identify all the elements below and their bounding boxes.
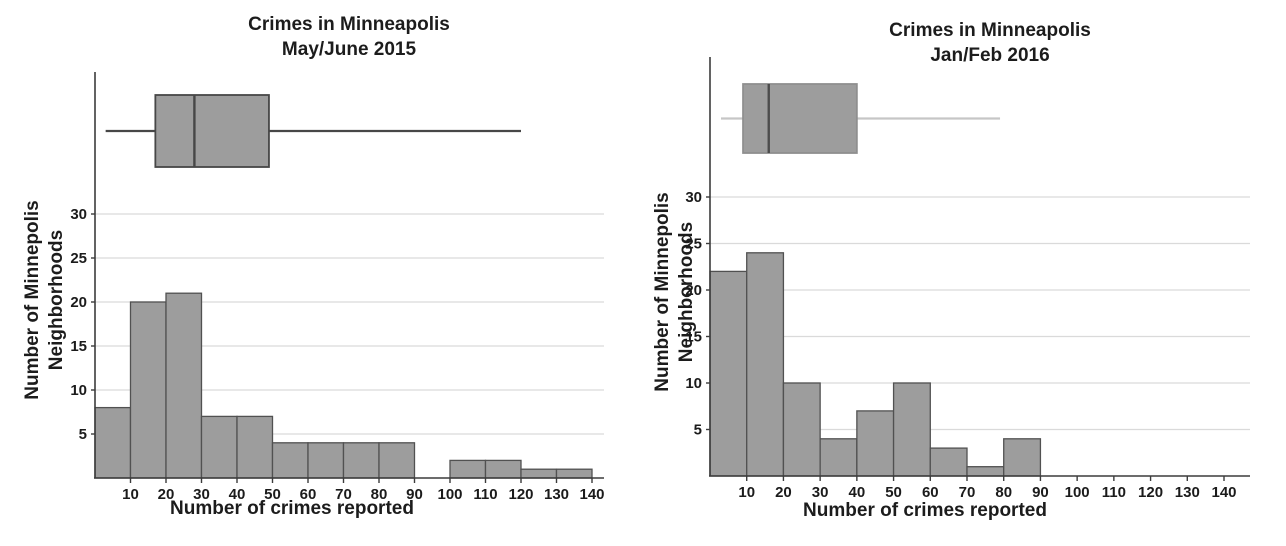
y-tick-label-10: 10 (685, 375, 702, 392)
x-axis-label: Number of crimes reported (803, 500, 1047, 521)
x-tick-label-70: 70 (959, 484, 976, 501)
chart-title-block: Crimes in Minneapolis Jan/Feb 2016 (889, 18, 1091, 68)
y-axis-label-line1: Number of Minnepolis (22, 200, 43, 400)
x-tick-label-10: 10 (738, 484, 755, 501)
y-tick-label-5: 5 (79, 426, 87, 443)
chart-subtitle: May/June 2015 (281, 39, 417, 60)
y-axis-label-line2: Neighborhoods (46, 229, 67, 371)
chart-title: Crimes in Minneapolis (889, 20, 1091, 41)
x-tick-label-40: 40 (849, 484, 866, 501)
x-tick-label-140: 140 (1211, 484, 1236, 501)
y-axis-label-line1: Number of Minnepolis (652, 192, 673, 392)
hist-bar-30-40 (819, 438, 858, 477)
x-tick-label-50: 50 (264, 486, 281, 503)
x-tick-label-110: 110 (1102, 484, 1126, 501)
hist-bar-40-50 (856, 410, 895, 477)
chart-subtitle: Jan/Feb 2016 (930, 45, 1050, 66)
hist-bar-20-30 (782, 382, 821, 477)
hist-bar-100-110 (449, 459, 487, 479)
x-tick-label-50: 50 (885, 484, 902, 501)
y-axis-label: Number of Minnepolis Neighborhoods (651, 192, 699, 392)
x-tick-label-10: 10 (122, 486, 139, 503)
hist-bar-130-140 (555, 468, 593, 479)
hist-bar-80-90 (378, 442, 416, 479)
hist-bar-0-10 (94, 406, 132, 479)
x-tick-label-100: 100 (437, 486, 462, 503)
hist-bar-70-80 (342, 442, 380, 479)
hist-bar-0-10 (709, 270, 748, 477)
x-tick-label-90: 90 (406, 486, 423, 503)
x-axis-label: Number of crimes reported (170, 498, 414, 519)
hist-bar-10-20 (129, 301, 167, 479)
boxplot-box (742, 83, 858, 154)
x-tick-label-80: 80 (995, 484, 1012, 501)
x-tick-label-130: 130 (1175, 484, 1200, 501)
x-tick-label-130: 130 (544, 486, 569, 503)
chart-title-block: Crimes in Minneapolis May/June 2015 (248, 12, 450, 62)
y-tick-label-15: 15 (685, 329, 702, 346)
x-tick-label-120: 120 (508, 486, 533, 503)
x-tick-label-20: 20 (775, 484, 792, 501)
hist-bar-80-90 (1003, 438, 1042, 477)
y-tick-label-30: 30 (70, 206, 87, 223)
y-tick-label-25: 25 (70, 250, 87, 267)
chart-jan-feb-2016: 10 20 30 40 50 60 70 80 90 100 110 120 130 140 5 10 15 20… (643, 0, 1286, 546)
hist-bar-60-70 (307, 442, 345, 479)
chart-may-june-2015: 10 20 30 40 50 60 70 80 90 100 110 120 130 140 5 10 15 20… (21, 12, 605, 519)
x-tick-label-70: 70 (335, 486, 352, 503)
y-axis-label-line2: Neighborhoods (676, 221, 697, 363)
y-tick-label-10: 10 (70, 382, 87, 399)
hist-bar-120-130 (520, 468, 558, 479)
x-tick-label-60: 60 (300, 486, 317, 503)
hist-bar-50-60 (271, 442, 309, 479)
hist-bar-20-30 (165, 292, 203, 479)
y-tick-label-20: 20 (70, 294, 87, 311)
x-tick-label-30: 30 (193, 486, 210, 503)
boxplot-box (154, 94, 270, 168)
plot-area-may-june: 10 20 30 40 50 60 70 80 90 100 110 120 130 140 5 10 15 20… (70, 72, 605, 503)
hist-bar-40-50 (236, 415, 274, 479)
chart-title: Crimes in Minneapolis (248, 14, 450, 35)
y-axis-label: Number of Minnepolis Neighborhoods (21, 200, 69, 400)
x-tick-label-90: 90 (1032, 484, 1049, 501)
y-tick-label-15: 15 (70, 338, 87, 355)
x-tick-label-100: 100 (1065, 484, 1090, 501)
x-tick-label-120: 120 (1138, 484, 1163, 501)
x-tick-label-20: 20 (158, 486, 175, 503)
y-tick-label-5: 5 (694, 422, 702, 439)
x-tick-label-40: 40 (229, 486, 246, 503)
hist-bar-70-80 (966, 466, 1005, 477)
x-tick-label-80: 80 (371, 486, 388, 503)
plot-area-jan-feb: 10 20 30 40 50 60 70 80 90 100 110 120 130 140 5 10 15 20… (685, 57, 1250, 501)
x-tick-label-110: 110 (473, 486, 497, 503)
hist-bar-60-70 (929, 447, 968, 477)
y-tick-label-30: 30 (685, 189, 702, 206)
hist-bar-110-120 (484, 459, 522, 479)
y-tick-label-25: 25 (685, 236, 702, 253)
x-tick-label-60: 60 (922, 484, 939, 501)
hist-bar-10-20 (746, 252, 785, 477)
x-tick-label-140: 140 (579, 486, 604, 503)
y-tick-label-20: 20 (685, 282, 702, 299)
x-tick-label-30: 30 (812, 484, 829, 501)
hist-bar-30-40 (200, 415, 238, 479)
hist-bar-50-60 (892, 382, 931, 477)
